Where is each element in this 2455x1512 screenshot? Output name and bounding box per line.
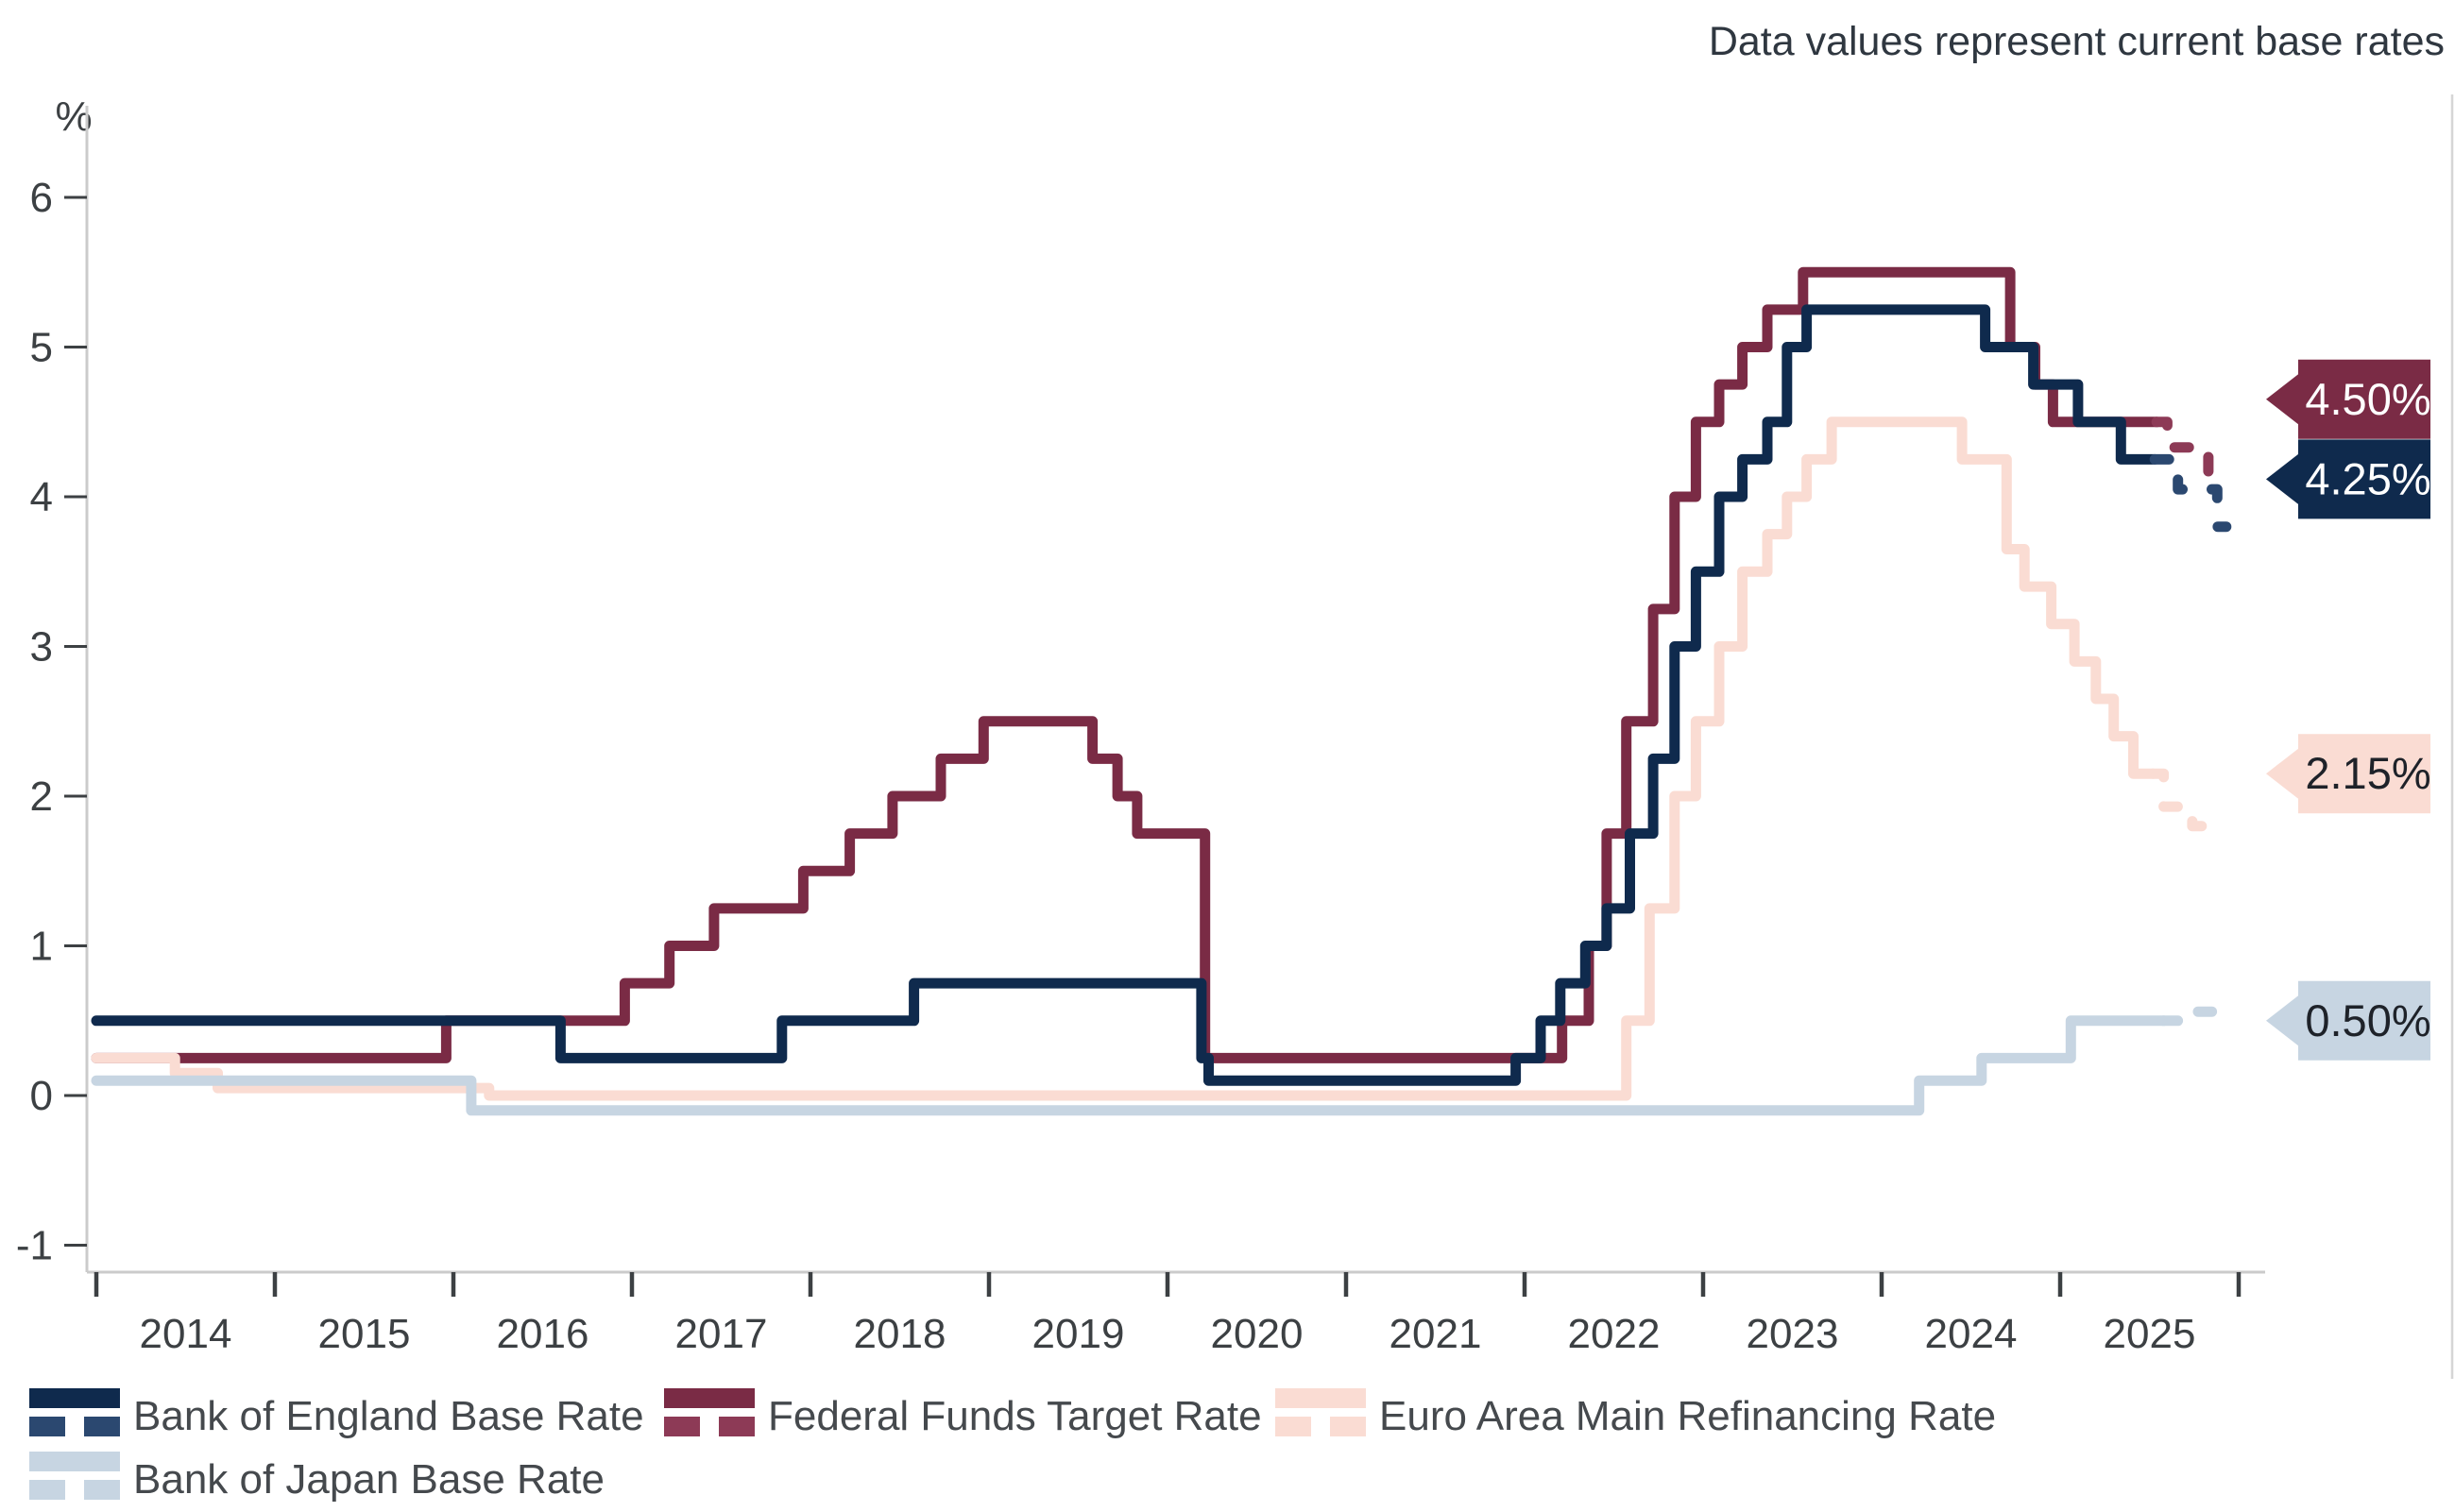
legend: Bank of England Base Rate Federal Funds T…: [29, 1388, 1996, 1503]
legend-label: Euro Area Main Refinancing Rate: [1379, 1393, 1996, 1439]
series-lines: [91, 266, 2232, 1116]
data-label-euro-area-main-refinancing-rate: 2.15%: [2266, 734, 2431, 814]
callout-box: [2298, 734, 2430, 814]
x-tick-label: 2020: [1211, 1311, 1304, 1357]
data-label-bank-of-england-base-rate: 4.25%: [2266, 439, 2431, 519]
series-line-solid: [91, 304, 2160, 1086]
y-tick-label: 5: [30, 325, 53, 371]
legend-dashed-line-icon: [664, 1417, 700, 1436]
legend-label: Bank of Japan Base Rate: [133, 1456, 605, 1503]
chart-note: Data values represent current base rates: [1709, 19, 2445, 64]
x-tick-label: 2018: [854, 1311, 946, 1357]
legend-solid-line-icon: [29, 1452, 120, 1471]
y-tick-label: 4: [30, 474, 53, 520]
y-tick-label: 0: [30, 1073, 53, 1119]
x-tick-label: 2015: [318, 1311, 411, 1357]
legend-item-federal-funds-target-rate: Federal Funds Target Rate: [664, 1388, 1262, 1439]
axes: 6 5 4 3 2 1 0 -1 2014 2015 2016 2017 2018 2019 2020 202…: [16, 94, 2454, 1379]
data-label-bank-of-japan-base-rate: 0.50%: [2266, 980, 2431, 1061]
legend-solid-line-icon: [664, 1388, 755, 1408]
x-tick-label: 2022: [1568, 1311, 1661, 1357]
legend-item-bank-of-england-base-rate: Bank of England Base Rate: [29, 1388, 644, 1439]
callout-box: [2298, 439, 2430, 519]
legend-solid-line-icon: [29, 1388, 120, 1408]
legend-label: Bank of England Base Rate: [133, 1393, 644, 1439]
x-tick-label: 2019: [1032, 1311, 1125, 1357]
callout-box: [2298, 980, 2430, 1061]
x-tick-label: 2021: [1389, 1311, 1482, 1357]
legend-dashed-line-icon: [1330, 1417, 1366, 1436]
series-line-projection: [2151, 416, 2223, 490]
x-tick-label: 2016: [497, 1311, 589, 1357]
y-tick-label: 6: [30, 175, 53, 221]
data-label-federal-funds-target-rate: 4.50%: [2266, 359, 2431, 439]
legend-dashed-line-icon: [719, 1417, 755, 1436]
series-line-projection: [2149, 453, 2232, 533]
x-tick-label: 2014: [140, 1311, 232, 1357]
legend-dashed-line-icon: [84, 1480, 120, 1500]
y-tick-label: 3: [30, 624, 53, 671]
y-tick-label: 2: [30, 773, 53, 820]
callout-box: [2298, 359, 2430, 439]
series-bank-of-england-base-rate: [91, 304, 2232, 1086]
x-tick-label: 2023: [1747, 1311, 1839, 1357]
legend-dashed-line-icon: [29, 1417, 65, 1436]
legend-dashed-line-icon: [1275, 1417, 1311, 1436]
y-tick-label: -1: [16, 1223, 53, 1269]
callout-value: 0.50%: [2305, 995, 2430, 1045]
callout-arrow-icon: [2266, 452, 2300, 506]
series-line-solid: [91, 266, 2162, 1063]
data-value-callouts: 4.25% 4.50% 2.15% 0.50%: [2266, 359, 2431, 1061]
series-euro-area-main-refinancing-rate: [91, 416, 2221, 1101]
callout-arrow-icon: [2266, 747, 2300, 801]
series-line-solid: [91, 1015, 2170, 1116]
series-bank-of-japan-base-rate: [91, 1006, 2218, 1116]
legend-item-euro-area-main-refinancing-rate: Euro Area Main Refinancing Rate: [1275, 1388, 1996, 1439]
legend-dashed-line-icon: [84, 1417, 120, 1436]
series-federal-funds-target-rate: [91, 266, 2223, 1063]
legend-label: Federal Funds Target Rate: [768, 1393, 1262, 1439]
y-tick-label: 1: [30, 924, 53, 970]
callout-value: 4.25%: [2305, 453, 2430, 503]
callout-arrow-icon: [2266, 372, 2300, 426]
x-tick-label: 2017: [675, 1311, 768, 1357]
series-line-projection: [2158, 1006, 2218, 1027]
legend-dashed-line-icon: [29, 1480, 65, 1500]
legend-item-bank-of-japan-base-rate: Bank of Japan Base Rate: [29, 1452, 605, 1503]
series-line-solid: [91, 416, 2158, 1101]
callout-value: 4.50%: [2305, 374, 2430, 424]
callout-arrow-icon: [2266, 994, 2300, 1047]
x-tick-label: 2024: [1925, 1311, 2018, 1357]
series-line-projection: [2147, 768, 2221, 832]
callout-value: 2.15%: [2305, 748, 2430, 798]
legend-solid-line-icon: [1275, 1388, 1366, 1408]
x-tick-label: 2025: [2104, 1311, 2196, 1357]
